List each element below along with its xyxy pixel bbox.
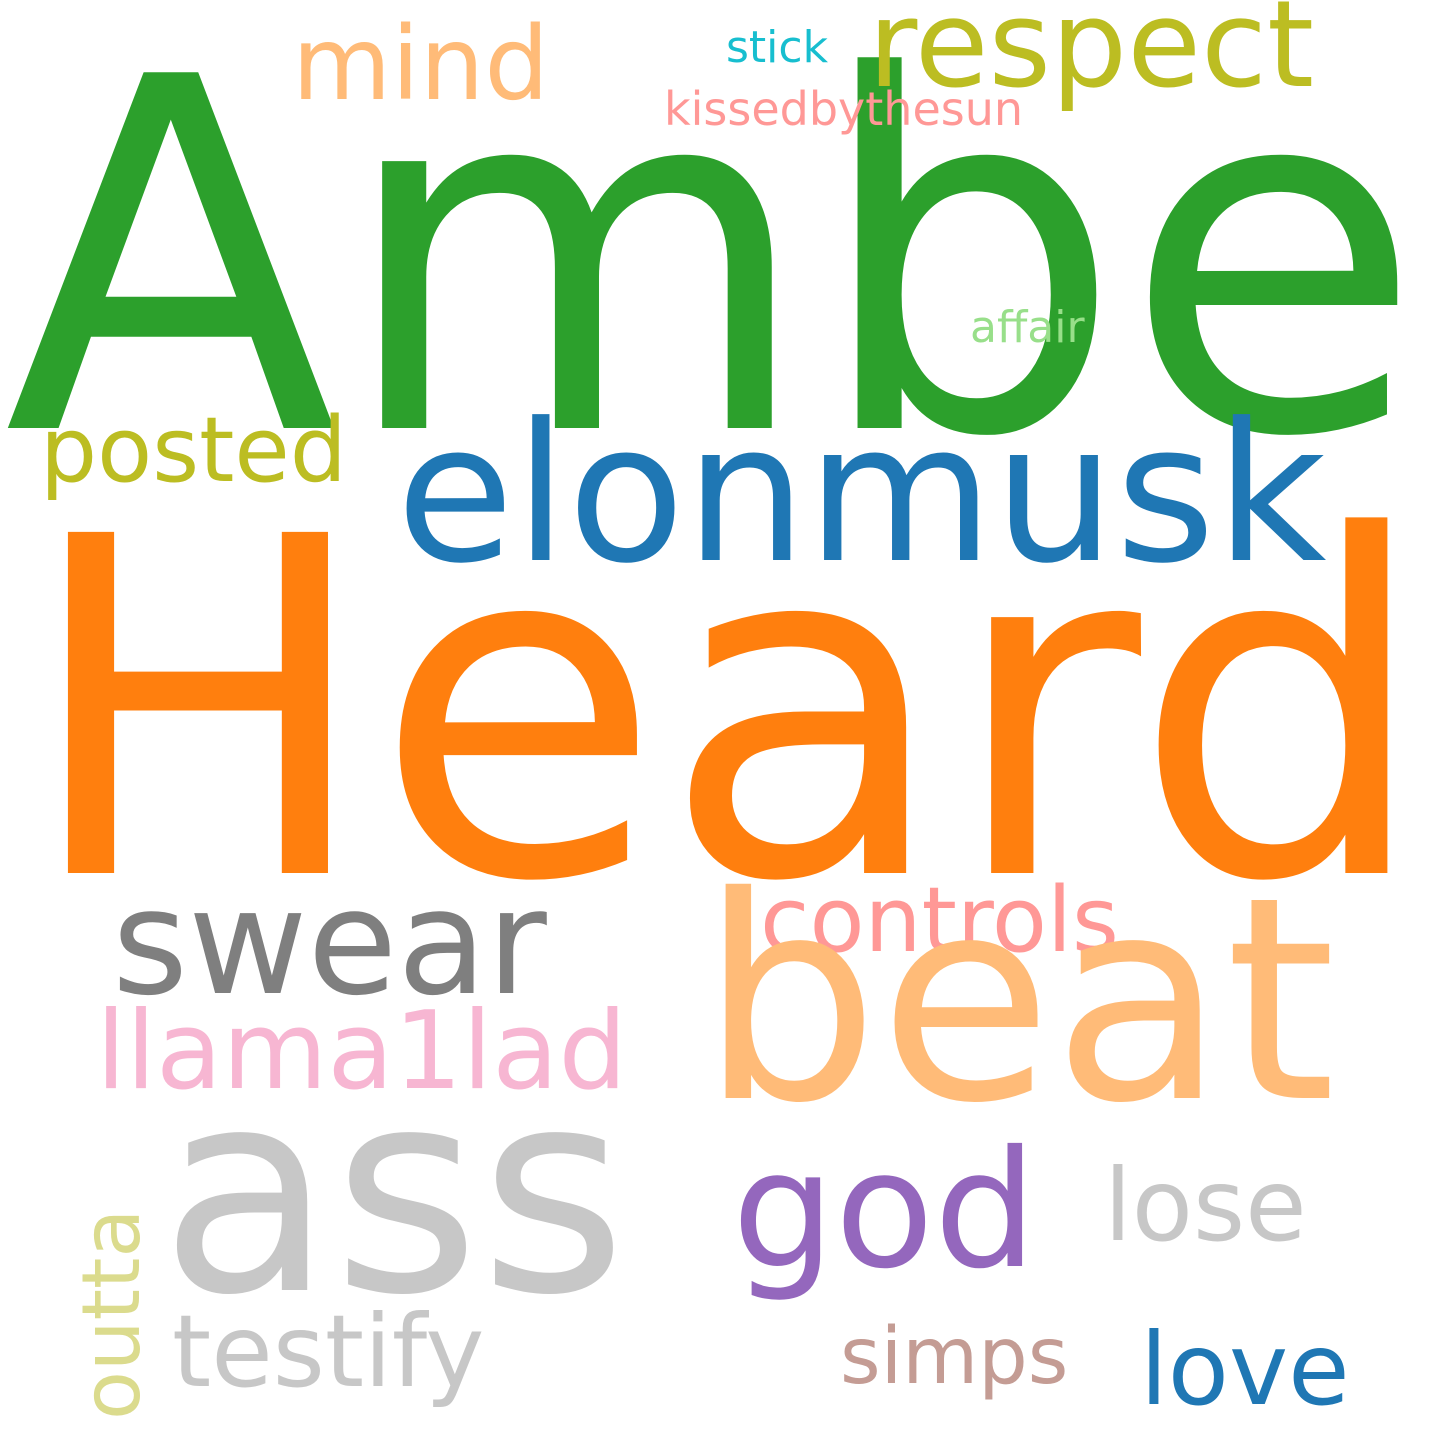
word-simps: simps: [840, 1312, 1069, 1402]
word-llama1lad: llama1lad: [96, 989, 628, 1114]
word-outta: outta: [65, 1208, 158, 1420]
word-beat: beat: [700, 836, 1336, 1165]
word-mind: mind: [292, 5, 550, 124]
word-testify: testify: [172, 1293, 485, 1410]
word-heard: Heard: [22, 440, 1430, 984]
word-lose: lose: [1104, 1147, 1307, 1264]
word-respect: respect: [868, 0, 1315, 115]
word-love: love: [1140, 1311, 1350, 1428]
word-stick: stick: [726, 22, 829, 73]
word-kissedbythesun: kissedbythesun: [664, 82, 1024, 136]
word-affair: affair: [970, 302, 1085, 353]
word-god: god: [732, 1117, 1037, 1305]
word-elonmusk: elonmusk: [396, 383, 1327, 606]
word-ass: ass: [160, 1028, 627, 1357]
word-controls: controls: [760, 868, 1119, 973]
word-swear: swear: [112, 858, 547, 1028]
word-posted: posted: [40, 398, 347, 503]
